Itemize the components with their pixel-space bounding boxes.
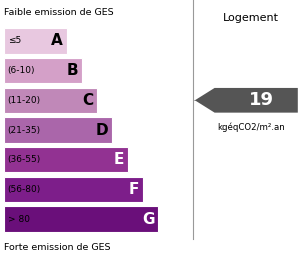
Text: (36-55): (36-55) (8, 155, 41, 164)
Text: Faible emission de GES: Faible emission de GES (4, 8, 113, 17)
Bar (4, 88, 97, 113)
Text: (11-20): (11-20) (8, 96, 41, 105)
Text: ≤5: ≤5 (8, 36, 21, 45)
Text: B: B (67, 63, 78, 78)
Polygon shape (195, 88, 298, 113)
Text: F: F (129, 182, 139, 197)
Bar (4, 206, 158, 232)
Bar (4, 147, 128, 172)
Bar (4, 58, 82, 83)
Text: G: G (142, 212, 154, 227)
Text: 19: 19 (249, 91, 274, 109)
Text: (56-80): (56-80) (8, 185, 41, 194)
Text: (6-10): (6-10) (8, 66, 35, 75)
Bar (4, 117, 112, 143)
Bar (4, 177, 143, 202)
Text: > 80: > 80 (8, 215, 30, 224)
Bar (4, 28, 67, 54)
Text: D: D (96, 122, 109, 138)
Text: E: E (113, 152, 124, 167)
Text: Forte emission de GES: Forte emission de GES (4, 243, 110, 252)
Text: (21-35): (21-35) (8, 126, 41, 134)
Text: C: C (82, 93, 93, 108)
Text: kgéqCO2/m².an: kgéqCO2/m².an (217, 122, 285, 132)
Text: Logement: Logement (223, 13, 279, 23)
Text: A: A (51, 33, 63, 48)
